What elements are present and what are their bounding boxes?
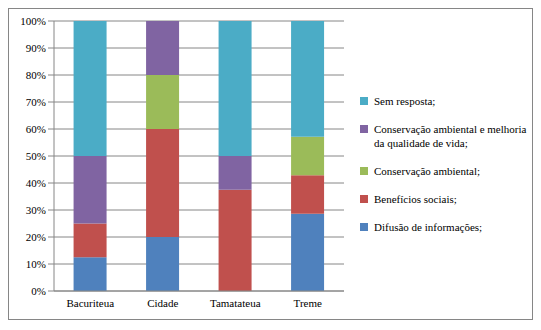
html-text:Benefícios sociais;: Benefícios sociais; [374,193,457,205]
svg-text:Cidade: Cidade [147,297,178,309]
svg-text:20%: 20% [26,231,46,243]
svg-text:30%: 30% [26,204,46,216]
svg-text:50%: 50% [26,150,46,162]
html-text:Conservação ambiental;: Conservação ambiental; [374,165,480,177]
html-text:Difusão de informações;: Difusão de informações; [374,221,483,233]
html-text:Conservação ambiental e melhor: Conservação ambiental e melhoria da qual… [374,123,527,149]
svg-text:60%: 60% [26,123,46,135]
svg-text:40%: 40% [26,177,46,189]
svg-text:100%: 100% [20,15,46,27]
svg-text:80%: 80% [26,69,46,81]
svg-text:Tamatateua: Tamatateua [210,297,261,309]
svg-text:70%: 70% [26,96,46,108]
svg-text:Bacuriteua: Bacuriteua [66,297,114,309]
svg-text:10%: 10% [26,258,46,270]
svg-text:Treme: Treme [294,297,322,309]
svg-text:90%: 90% [26,42,46,54]
svg-text:0%: 0% [31,285,46,297]
html-text:Sem resposta;: Sem resposta; [374,95,436,107]
